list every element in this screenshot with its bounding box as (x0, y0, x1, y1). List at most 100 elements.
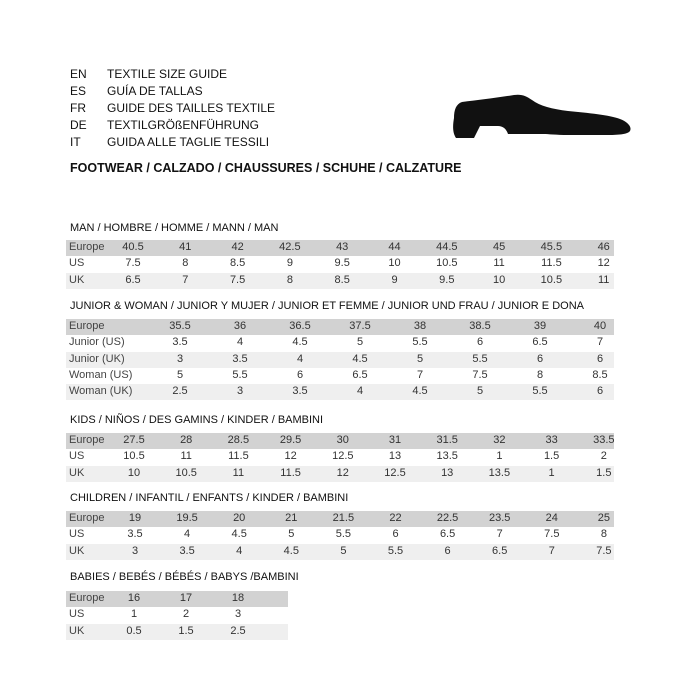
size-cell: 9.5 (439, 273, 455, 286)
size-cell: 8.5 (229, 257, 246, 270)
row-label: US (69, 528, 85, 541)
size-cell: 1.5 (543, 450, 560, 463)
size-cell: 8 (286, 273, 293, 286)
size-cell: 13.5 (436, 450, 458, 463)
size-cell: 6.5 (439, 528, 456, 541)
table-title: JUNIOR & WOMAN / JUNIOR Y MUJER / JUNIOR… (70, 300, 584, 312)
size-cell: 6 (596, 352, 604, 365)
table-row: US 1 2 3 (66, 607, 288, 624)
size-cell: 31 (388, 434, 402, 446)
size-cell: 10 (127, 466, 141, 479)
size-cell: 17 (179, 592, 193, 604)
size-cell: 10.5 (540, 273, 563, 286)
guide-title: GUÍA DE TALLAS (107, 84, 203, 98)
size-cell: 22.5 (436, 512, 459, 524)
size-cell: 9.5 (334, 257, 350, 270)
table-title: MAN / HOMBRE / HOMME / MANN / MAN (70, 222, 279, 234)
shoe-icon (453, 94, 631, 138)
size-cell: 4.5 (283, 544, 299, 557)
size-cell: 29.5 (279, 434, 302, 446)
size-cell: 4 (356, 385, 364, 398)
size-cell: 5 (176, 368, 184, 381)
size-cell: 10.5 (123, 450, 145, 463)
size-cell: 45.5 (540, 241, 563, 253)
size-cell: 44.5 (436, 241, 458, 253)
table-row: Europe 35.5 36 36.5 37.5 38 38.5 39 40 (66, 319, 614, 335)
size-cell: 21.5 (332, 512, 355, 524)
language-code: DE (70, 118, 87, 132)
size-cell: 12 (597, 257, 610, 270)
row-label: Woman (UK) (69, 385, 133, 398)
size-cell: 11 (232, 466, 245, 479)
size-cell: 42.5 (279, 241, 301, 253)
size-cell: 12 (284, 450, 297, 463)
size-cell: 8 (536, 368, 544, 381)
size-cell: 7.5 (229, 273, 246, 286)
row-label: UK (69, 624, 85, 637)
size-cell: 4 (236, 544, 243, 557)
table-row: Europe 19 19.5 20 21 21.5 22 22.5 23.5 24 25 (66, 511, 614, 527)
size-cell: 9 (286, 257, 293, 270)
row-label: US (69, 257, 85, 270)
guide-title: GUIDA ALLE TAGLIE TESSILI (107, 135, 270, 149)
size-cell: 3 (176, 352, 184, 365)
language-code: IT (70, 135, 81, 149)
size-cell: 18 (231, 592, 245, 604)
table-row: Junior (UK) 3 3.5 4 4.5 5 5.5 6 6 (66, 351, 614, 368)
size-cell: 7 (496, 528, 503, 541)
size-cell: 20 (233, 512, 246, 524)
row-label: Junior (UK) (69, 352, 125, 365)
size-cell: 1.5 (178, 624, 194, 637)
size-cell: 2 (182, 608, 190, 621)
guide-title: GUIDE DES TAILLES TEXTILE (107, 101, 276, 115)
size-cell: 28.5 (227, 434, 250, 446)
size-cell: 5 (476, 385, 484, 398)
table-title: KIDS / NIÑOS / DES GAMINS / KINDER / BAM… (70, 414, 324, 426)
table-row: Europe 40.5 41 42 42.5 43 44 44.5 45 45.5 46 (66, 240, 614, 256)
table-row: UK 0.5 1.5 2.5 (66, 623, 288, 640)
size-cell: 3 (131, 544, 139, 557)
size-cell: 6.5 (532, 336, 548, 349)
size-cell: 12.5 (384, 466, 406, 479)
size-cell: 11.5 (280, 466, 301, 479)
table-row: UK 6.5 7 7.5 8 8.5 9 9.5 10 10.5 11 (66, 272, 614, 289)
table-row: US 7.5 8 8.5 9 9.5 10 10.5 11 11.5 12 (66, 256, 614, 273)
size-cell: 5.5 (232, 368, 248, 381)
size-cell: 7.5 (125, 257, 141, 270)
size-cell: 3.5 (179, 544, 195, 557)
row-label: Junior (US) (69, 336, 125, 349)
size-cell: 31.5 (436, 434, 458, 446)
language-code: FR (70, 101, 86, 115)
size-cell: 35.5 (169, 320, 191, 332)
table-title: CHILDREN / INFANTIL / ENFANTS / KINDER /… (70, 492, 349, 504)
size-cell: 36 (233, 320, 247, 332)
row-label: Europe (69, 434, 105, 446)
size-cell: 25 (597, 512, 611, 524)
size-cell: 6 (296, 368, 304, 381)
row-label: UK (69, 466, 85, 479)
size-cell: 5.5 (387, 544, 404, 557)
size-cell: 6 (476, 336, 484, 349)
size-cell: 44 (388, 241, 401, 253)
size-cell: 5 (288, 528, 295, 541)
guide-title: TEXTILGRÖßENFÜHRUNG (107, 118, 260, 132)
size-cell: 7.5 (472, 368, 488, 381)
size-cell: 13 (441, 466, 454, 479)
size-cell: 6 (536, 352, 544, 365)
size-cell: 6.5 (352, 368, 368, 381)
size-cell: 5 (356, 336, 364, 349)
table-row: UK 10 10.5 11 11.5 12 12.5 13 13.5 1 1.5 (66, 465, 614, 482)
size-cell: 3.5 (127, 528, 143, 541)
table-title: BABIES / BEBÉS / BÉBÉS / BABYS /BAMBINI (70, 571, 299, 583)
size-cell: 10.5 (436, 257, 458, 270)
size-cell: 2.5 (230, 624, 246, 637)
size-cell: 42 (231, 241, 244, 253)
size-cell: 1 (130, 608, 138, 621)
size-cell: 3 (234, 608, 242, 621)
size-cell: 1 (496, 450, 503, 463)
size-cell: 45 (492, 241, 506, 253)
size-cell: 10 (492, 273, 506, 286)
size-cell: 5.5 (412, 336, 428, 349)
row-label: Europe (69, 241, 105, 253)
size-cell: 8 (600, 528, 607, 541)
